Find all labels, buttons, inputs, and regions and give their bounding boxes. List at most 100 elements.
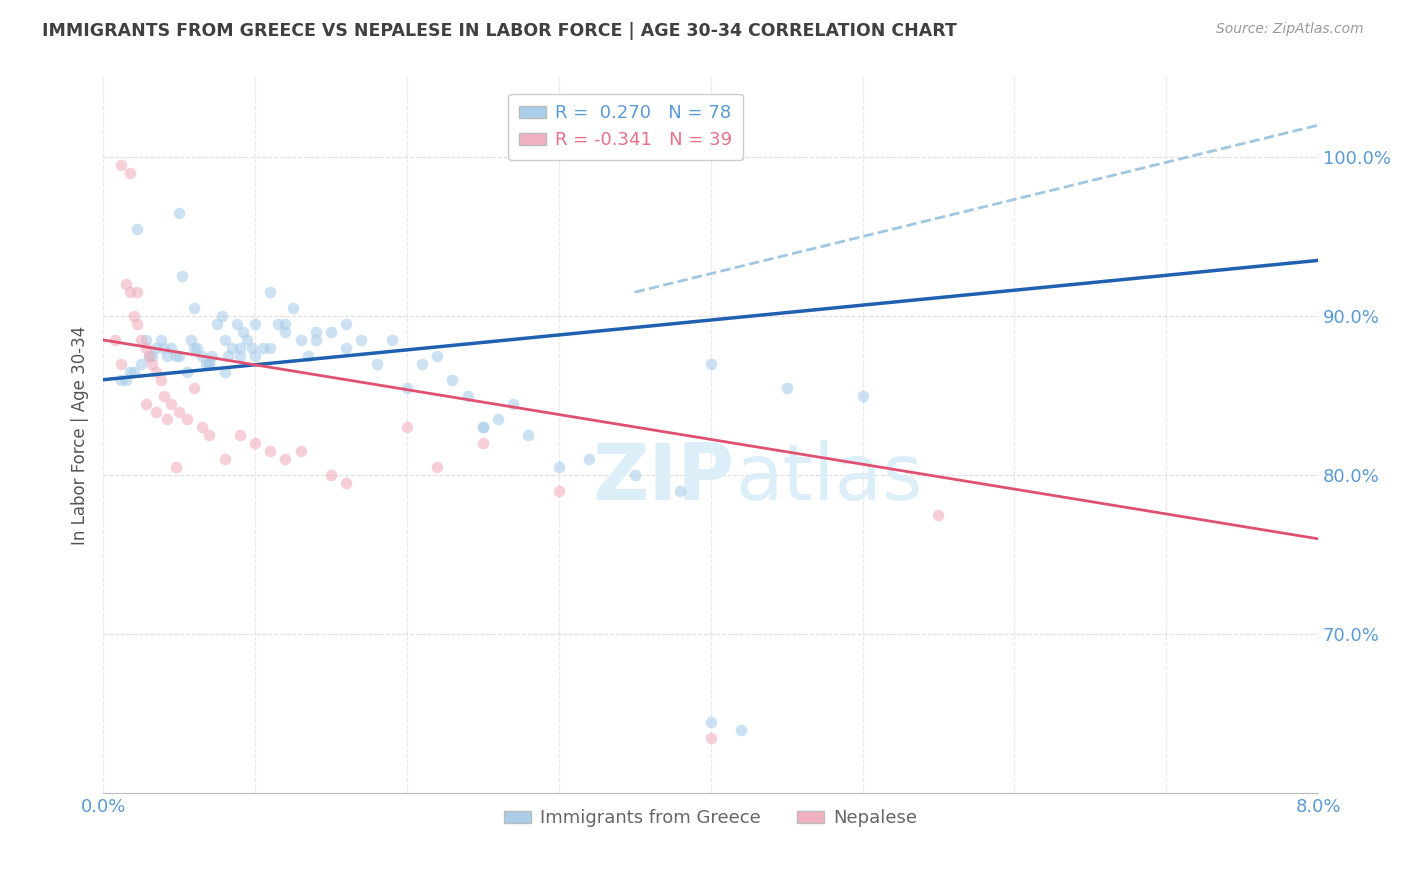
Point — [381, 333, 404, 347]
Point — [229, 341, 252, 355]
Legend: Immigrants from Greece, Nepalese: Immigrants from Greece, Nepalese — [496, 802, 924, 834]
Point — [160, 396, 183, 410]
Point — [221, 341, 243, 355]
Point — [138, 349, 160, 363]
Point — [441, 373, 464, 387]
Point — [471, 420, 494, 434]
Point — [243, 349, 266, 363]
Point — [141, 357, 163, 371]
Point — [145, 341, 167, 355]
Point — [156, 412, 179, 426]
Point — [214, 333, 236, 347]
Point — [205, 317, 228, 331]
Point — [165, 349, 187, 363]
Point — [730, 723, 752, 737]
Point — [120, 365, 142, 379]
Text: IMMIGRANTS FROM GREECE VS NEPALESE IN LABOR FORCE | AGE 30-34 CORRELATION CHART: IMMIGRANTS FROM GREECE VS NEPALESE IN LA… — [42, 22, 957, 40]
Point — [104, 333, 127, 347]
Point — [225, 317, 247, 331]
Point — [259, 285, 281, 300]
Point — [198, 357, 221, 371]
Point — [122, 365, 145, 379]
Point — [426, 460, 449, 475]
Point — [195, 357, 218, 371]
Point — [366, 357, 388, 371]
Point — [214, 452, 236, 467]
Point — [149, 333, 172, 347]
Point — [623, 468, 645, 483]
Point — [191, 420, 214, 434]
Point — [259, 341, 281, 355]
Point — [486, 412, 509, 426]
Point — [426, 349, 449, 363]
Point — [252, 341, 274, 355]
Point — [165, 460, 187, 475]
Point — [547, 484, 569, 499]
Point — [198, 428, 221, 442]
Point — [217, 349, 239, 363]
Point — [281, 301, 304, 315]
Point — [236, 333, 259, 347]
Point — [167, 349, 190, 363]
Point — [145, 404, 167, 418]
Point — [411, 357, 433, 371]
Text: atlas: atlas — [735, 441, 922, 516]
Point — [186, 341, 208, 355]
Point — [120, 285, 142, 300]
Point — [471, 420, 494, 434]
Point — [578, 452, 600, 467]
Point — [115, 373, 138, 387]
Point — [274, 325, 297, 339]
Point — [290, 444, 312, 458]
Point — [699, 357, 721, 371]
Point — [211, 309, 233, 323]
Point — [335, 341, 357, 355]
Point — [335, 317, 357, 331]
Point — [335, 476, 357, 491]
Point — [115, 277, 138, 292]
Point — [125, 221, 148, 235]
Point — [167, 404, 190, 418]
Point — [274, 317, 297, 331]
Point — [129, 333, 152, 347]
Point — [183, 341, 205, 355]
Point — [350, 333, 373, 347]
Point — [395, 420, 418, 434]
Point — [129, 357, 152, 371]
Point — [547, 460, 569, 475]
Point — [319, 468, 342, 483]
Point — [176, 412, 198, 426]
Point — [243, 317, 266, 331]
Y-axis label: In Labor Force | Age 30-34: In Labor Force | Age 30-34 — [72, 326, 89, 545]
Point — [305, 333, 328, 347]
Point — [243, 436, 266, 450]
Point — [180, 333, 202, 347]
Point — [141, 349, 163, 363]
Point — [153, 341, 176, 355]
Point — [183, 381, 205, 395]
Point — [232, 325, 254, 339]
Point — [927, 508, 949, 522]
Point — [297, 349, 319, 363]
Point — [699, 731, 721, 745]
Point — [120, 166, 142, 180]
Text: Source: ZipAtlas.com: Source: ZipAtlas.com — [1216, 22, 1364, 37]
Point — [290, 333, 312, 347]
Point — [240, 341, 263, 355]
Point — [122, 309, 145, 323]
Point — [274, 452, 297, 467]
Point — [125, 285, 148, 300]
Point — [156, 349, 179, 363]
Point — [149, 373, 172, 387]
Point — [305, 325, 328, 339]
Point — [259, 444, 281, 458]
Point — [110, 373, 132, 387]
Point — [669, 484, 692, 499]
Point — [395, 381, 418, 395]
Point — [145, 365, 167, 379]
Point — [198, 357, 221, 371]
Point — [699, 714, 721, 729]
Point — [135, 396, 157, 410]
Text: ZIP: ZIP — [593, 441, 735, 516]
Point — [172, 269, 194, 284]
